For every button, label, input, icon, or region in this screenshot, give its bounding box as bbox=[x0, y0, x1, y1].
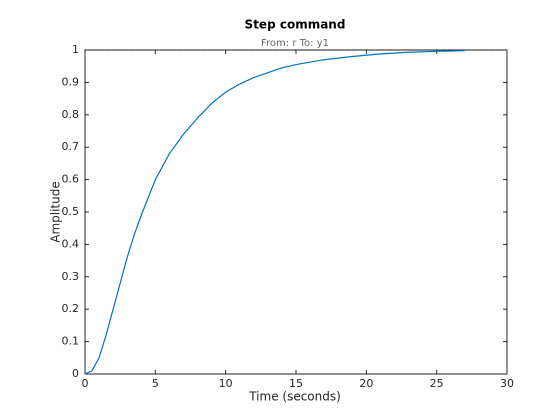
x-tick-label: 10 bbox=[219, 377, 233, 390]
y-tick-label: 0.7 bbox=[62, 140, 80, 153]
x-tick-label: 25 bbox=[430, 377, 444, 390]
y-tick-label: 0.2 bbox=[62, 302, 80, 315]
y-tick-label: 0.4 bbox=[62, 237, 80, 250]
y-tick-label: 1 bbox=[72, 43, 79, 56]
y-tick-label: 0.8 bbox=[62, 108, 80, 121]
x-tick-label: 30 bbox=[500, 377, 514, 390]
y-tick-label: 0.5 bbox=[62, 205, 80, 218]
x-tick-label: 5 bbox=[152, 377, 159, 390]
y-tick-label: 0 bbox=[72, 367, 79, 380]
x-axis-label: Time (seconds) bbox=[248, 390, 341, 404]
chart-title: Step command bbox=[245, 18, 346, 32]
data-line bbox=[84, 50, 465, 375]
x-tick-label: 0 bbox=[82, 377, 89, 390]
x-tick-label: 20 bbox=[359, 377, 373, 390]
y-tick-label: 0.6 bbox=[62, 173, 80, 186]
y-tick-label: 0.1 bbox=[62, 335, 80, 348]
y-tick-label: 0.3 bbox=[62, 270, 80, 283]
chart-subtitle: From: r To: y1 bbox=[261, 38, 329, 49]
x-tick-label: 15 bbox=[289, 377, 303, 390]
y-axis-label: Amplitude bbox=[49, 181, 63, 243]
y-tick-label: 0.9 bbox=[62, 75, 80, 88]
